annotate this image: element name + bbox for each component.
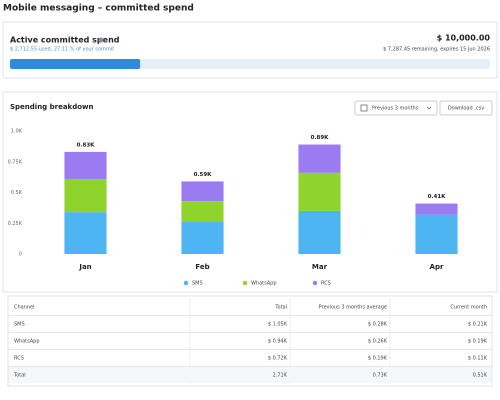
y-tick-label: 0 — [19, 252, 22, 258]
bar-segment — [64, 212, 107, 254]
legend-label: WhatsApp — [251, 281, 277, 287]
column-header: Previous 3 months average — [319, 305, 387, 311]
table-cell: 0.51K — [473, 373, 488, 379]
total-label: 0.83K — [77, 142, 96, 148]
calendar-icon — [360, 104, 368, 112]
legend-label: RCS — [321, 281, 331, 287]
legend-swatch — [242, 280, 248, 286]
period-dropdown[interactable] — [354, 100, 438, 116]
bar-segment — [415, 214, 458, 254]
download-label[interactable]: Download .csv — [448, 106, 484, 112]
bar-segment — [298, 172, 341, 211]
chevron — [426, 106, 432, 110]
download-button[interactable] — [439, 100, 493, 116]
table-cell: $ 0.26K — [368, 339, 388, 345]
commit-title: Active committed spend — [10, 36, 120, 45]
table-cell: 0.73K — [373, 373, 388, 379]
table-cell: $ 0.21K — [468, 322, 488, 328]
bar-segment — [181, 181, 224, 202]
column-header: Current month — [450, 305, 487, 311]
table-cell: $ 0.28K — [368, 322, 388, 328]
x-tick-label: Feb — [195, 263, 209, 271]
table-cell: RCS — [14, 356, 24, 362]
total-label: 0.41K — [428, 194, 447, 200]
y-tick-label: 0.25K — [8, 221, 23, 227]
breakdown-title: Spending breakdown — [10, 103, 94, 111]
table: Channel Total Previous 3 months average Cur… — [8, 298, 492, 384]
page-title: Mobile messaging – committed spend — [3, 4, 194, 14]
y-tick-label: 0.75K — [8, 159, 23, 165]
y-tick-label: 1.0K — [11, 129, 23, 135]
table-cell: $ 1.05K — [268, 322, 288, 328]
total-label: 0.59K — [194, 172, 213, 178]
total-label: 0.89K — [311, 135, 330, 141]
commit-amount: $ 10,000.00 — [437, 34, 491, 43]
table-cell: 2.71K — [273, 373, 288, 379]
legend-swatch — [183, 280, 189, 286]
legend-swatch — [312, 280, 318, 286]
table-cell: WhatsApp — [14, 339, 40, 345]
y-tick-label: 0.5K — [11, 190, 23, 196]
table-cell: $ 0.19K — [468, 339, 488, 345]
x-tick-label: Jan — [78, 263, 91, 271]
bar-segment — [415, 203, 458, 215]
bar-segment — [64, 151, 107, 179]
x-tick-label: Apr — [430, 263, 444, 271]
table-cell: SMS — [14, 322, 25, 328]
table-cell: $ 0.11K — [468, 356, 488, 362]
bar-segment — [298, 144, 341, 173]
bar-segment — [181, 201, 224, 223]
table-cell: $ 0.94K — [268, 339, 288, 345]
bar-segment — [298, 210, 341, 254]
commit-remaining: $ 7,287.45 remaining, expires 15 Jun 202… — [383, 47, 490, 53]
chart: 0 0.25K 0.5K 0.75K 1.0K 0.83K Jan 0.59K Feb 0.89K… — [8, 129, 458, 287]
table-cell: $ 0.72K — [268, 356, 288, 362]
progress-fill — [10, 59, 141, 69]
commit-used: $ 2,712.55 used, 27.11 % of your commit — [10, 47, 114, 53]
period-label[interactable]: Previous 3 months — [372, 106, 419, 112]
column-header: Channel — [14, 305, 35, 311]
legend-label: SMS — [192, 281, 203, 287]
table-cell: $ 0.19K — [368, 356, 388, 362]
bar-segment — [64, 178, 107, 213]
total-row-bg — [8, 367, 492, 383]
table-cell: Total — [13, 373, 26, 379]
info-icon[interactable] — [98, 37, 104, 43]
x-tick-label: Mar — [312, 263, 328, 271]
column-header: Total — [274, 305, 287, 311]
bar-segment — [181, 222, 224, 254]
